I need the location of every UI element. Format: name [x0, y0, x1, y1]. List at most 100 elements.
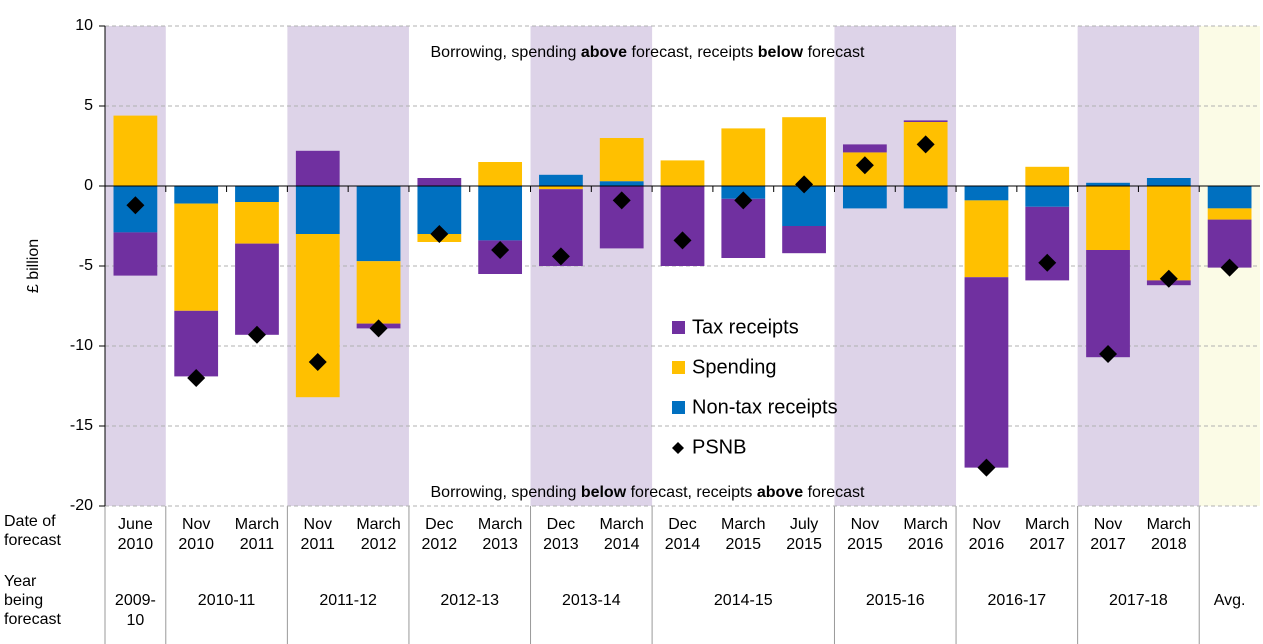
- annotation-part: forecast, receipts: [626, 484, 757, 501]
- x-tick-label: March 2011: [234, 516, 280, 553]
- bar-segment: [842, 144, 887, 153]
- bar-segment: [113, 115, 158, 186]
- psnb-marker: [673, 231, 692, 250]
- legend-swatch: [672, 321, 685, 334]
- bar-segment: [721, 128, 766, 186]
- annotation-part: below: [581, 484, 627, 501]
- bar-segment: [295, 234, 340, 398]
- year-label: 2014-15: [713, 592, 773, 609]
- x-tick-label: Nov 2010: [178, 516, 214, 553]
- bar-segment: [539, 186, 583, 190]
- y-axis-label: £ billion: [25, 239, 42, 293]
- y-tick-label: 10: [75, 17, 93, 34]
- bar-segment: [842, 186, 887, 209]
- x-tick-label: March 2012: [356, 516, 401, 553]
- bar-segment: [235, 243, 279, 335]
- year-label: 2016-17: [987, 592, 1047, 609]
- psnb-marker: [612, 191, 631, 210]
- x-tick-label: Dec 2012: [421, 516, 458, 553]
- bar-segment: [1146, 178, 1191, 186]
- bar-segment: [1086, 182, 1130, 186]
- bar-segment: [1207, 186, 1252, 209]
- bar-segment: [1086, 250, 1130, 358]
- psnb-marker: [1099, 345, 1118, 363]
- psnb-marker: [551, 247, 570, 266]
- year-label: 2010-11: [197, 592, 256, 609]
- y-tick-label: 5: [84, 97, 93, 114]
- annotation-part: Borrowing, spending: [431, 44, 581, 61]
- bar-segment: [599, 138, 644, 182]
- bar-segment: [417, 178, 462, 186]
- bar-segment: [964, 200, 1009, 278]
- legend-swatch: [672, 401, 685, 414]
- psnb-marker: [916, 135, 935, 154]
- x-tick-label: Dec 2014: [664, 516, 701, 553]
- legend-label: Tax receipts: [692, 316, 799, 338]
- bar-segment: [113, 232, 158, 276]
- bar-segment: [356, 261, 401, 324]
- year-shade: [834, 26, 957, 506]
- year-label: 2012-13: [440, 592, 500, 609]
- bar-segment: [1025, 166, 1070, 186]
- psnb-marker: [369, 319, 388, 338]
- x-tick-label: Nov 2011: [300, 516, 335, 553]
- psnb-marker: [977, 458, 996, 477]
- x-tick-label: July 2015: [786, 516, 822, 553]
- annotation: Borrowing, spending below forecast, rece…: [431, 484, 866, 501]
- bar-segment: [1146, 186, 1191, 281]
- bar-segment: [235, 186, 279, 202]
- x-tick-label: March 2018: [1146, 516, 1192, 553]
- x-tick-label: Nov 2015: [847, 516, 883, 553]
- psnb-marker: [1038, 253, 1057, 272]
- row-label: Year being forecast: [4, 573, 61, 628]
- annotation-part: forecast: [803, 484, 865, 501]
- bar-segment: [478, 186, 523, 241]
- bar-segment: [295, 186, 340, 234]
- x-tick-label: Nov 2016: [968, 516, 1005, 553]
- annotation-part: above: [757, 484, 803, 501]
- bar-segment: [174, 310, 219, 377]
- x-tick-label: June 2010: [117, 516, 154, 553]
- psnb-marker: [491, 241, 510, 259]
- bar-segment: [660, 160, 705, 186]
- x-tick-label: March 2013: [477, 516, 523, 553]
- y-tick-label: -10: [70, 337, 93, 354]
- bar-segment: [174, 203, 219, 311]
- legend-marker: [672, 442, 684, 454]
- psnb-marker: [1220, 258, 1239, 277]
- bar-segment: [660, 186, 705, 266]
- psnb-marker: [430, 225, 449, 243]
- bar-segment: [478, 162, 523, 186]
- psnb-marker: [1159, 269, 1178, 288]
- annotation-part: below: [758, 44, 804, 61]
- legend-label: PSNB: [692, 436, 746, 458]
- bar-segment: [295, 150, 340, 186]
- legend-label: Spending: [692, 356, 777, 378]
- year-label: 2013-14: [561, 592, 621, 609]
- psnb-marker: [855, 156, 874, 175]
- year-label: 2017-18: [1109, 592, 1168, 609]
- bar-segment: [903, 186, 948, 209]
- bar-segment: [782, 226, 826, 254]
- bar-segment: [539, 174, 583, 186]
- annotation-part: forecast, receipts: [627, 44, 758, 61]
- bar-segment: [235, 202, 279, 244]
- bar-segment: [356, 186, 401, 262]
- annotation: Borrowing, spending above forecast, rece…: [431, 44, 866, 61]
- year-label: 2009-10: [114, 592, 156, 629]
- annotation-part: above: [581, 44, 627, 61]
- x-tick-label: Dec 2013: [543, 516, 579, 553]
- bar-segment: [964, 186, 1009, 201]
- x-tick-label: Nov 2017: [1090, 516, 1126, 553]
- x-tick-label: March 2015: [721, 516, 766, 553]
- annotation-part: forecast: [803, 44, 865, 61]
- bar-segment: [1086, 186, 1130, 250]
- bar-segment: [174, 186, 219, 204]
- bar-segment: [903, 122, 948, 186]
- x-tick-label: March 2017: [1024, 516, 1070, 553]
- psnb-marker: [247, 325, 266, 344]
- psnb-marker: [126, 196, 145, 215]
- bar-segment: [782, 117, 826, 186]
- y-tick-label: -5: [79, 257, 93, 274]
